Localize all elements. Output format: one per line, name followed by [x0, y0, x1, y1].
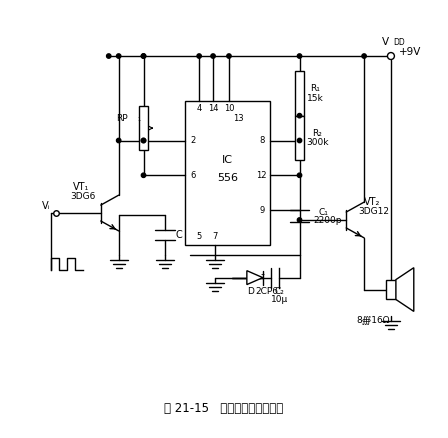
Bar — [185, 101, 270, 245]
Circle shape — [297, 138, 302, 143]
Circle shape — [297, 173, 302, 177]
Text: 2CP6: 2CP6 — [255, 287, 278, 296]
Text: 6: 6 — [190, 171, 196, 180]
Bar — [295, 71, 304, 116]
Text: 2200p: 2200p — [313, 216, 341, 226]
Circle shape — [141, 138, 146, 143]
Circle shape — [107, 54, 111, 58]
Circle shape — [388, 53, 394, 60]
Text: 图 21-15   转速低限报警器电路: 图 21-15 转速低限报警器电路 — [164, 402, 284, 415]
Text: 3DG12: 3DG12 — [358, 207, 390, 215]
Text: D: D — [247, 287, 254, 296]
Circle shape — [297, 54, 302, 58]
Text: 556: 556 — [217, 173, 238, 183]
Text: 14: 14 — [208, 104, 218, 113]
Circle shape — [211, 54, 215, 58]
Text: 10μ: 10μ — [271, 295, 288, 304]
Bar — [295, 116, 304, 160]
Circle shape — [141, 54, 146, 58]
Text: C₁: C₁ — [319, 208, 328, 216]
Text: C: C — [176, 230, 183, 240]
Polygon shape — [247, 271, 263, 285]
Text: 8: 8 — [259, 136, 264, 145]
Text: 7: 7 — [212, 233, 218, 241]
Text: 8∰16Ω: 8∰16Ω — [356, 315, 390, 324]
Circle shape — [297, 113, 302, 118]
Polygon shape — [396, 268, 414, 311]
Circle shape — [141, 138, 146, 143]
Circle shape — [197, 54, 201, 58]
Circle shape — [297, 218, 302, 222]
Bar — [386, 279, 396, 300]
Text: -: - — [261, 268, 265, 279]
Text: ₁: ₁ — [138, 113, 141, 123]
Text: 10: 10 — [224, 104, 234, 113]
Text: C₂: C₂ — [275, 287, 284, 296]
Text: 12: 12 — [257, 171, 267, 180]
Text: 5: 5 — [197, 233, 202, 241]
Text: 4: 4 — [197, 104, 202, 113]
Text: VT₁: VT₁ — [73, 182, 89, 192]
Circle shape — [141, 173, 146, 177]
Circle shape — [116, 54, 121, 58]
Text: 3DG6: 3DG6 — [70, 192, 95, 201]
Text: 300k: 300k — [306, 138, 329, 148]
Text: R₂: R₂ — [312, 128, 323, 138]
Text: DD: DD — [393, 38, 405, 46]
Text: IC: IC — [222, 155, 233, 166]
Text: V: V — [383, 37, 389, 47]
Text: R₁: R₁ — [310, 84, 320, 93]
Bar — [138, 106, 148, 150]
Circle shape — [227, 54, 231, 58]
Text: +9V: +9V — [399, 47, 421, 57]
Text: 15k: 15k — [307, 94, 324, 103]
Text: 13: 13 — [233, 114, 244, 123]
Text: VT₂: VT₂ — [364, 197, 380, 207]
Text: Vᵢ: Vᵢ — [42, 201, 50, 211]
Circle shape — [362, 54, 366, 58]
Text: 9: 9 — [259, 205, 264, 215]
Circle shape — [141, 54, 146, 58]
Text: 2: 2 — [190, 136, 196, 145]
Text: RP: RP — [116, 113, 128, 123]
Circle shape — [116, 138, 121, 143]
